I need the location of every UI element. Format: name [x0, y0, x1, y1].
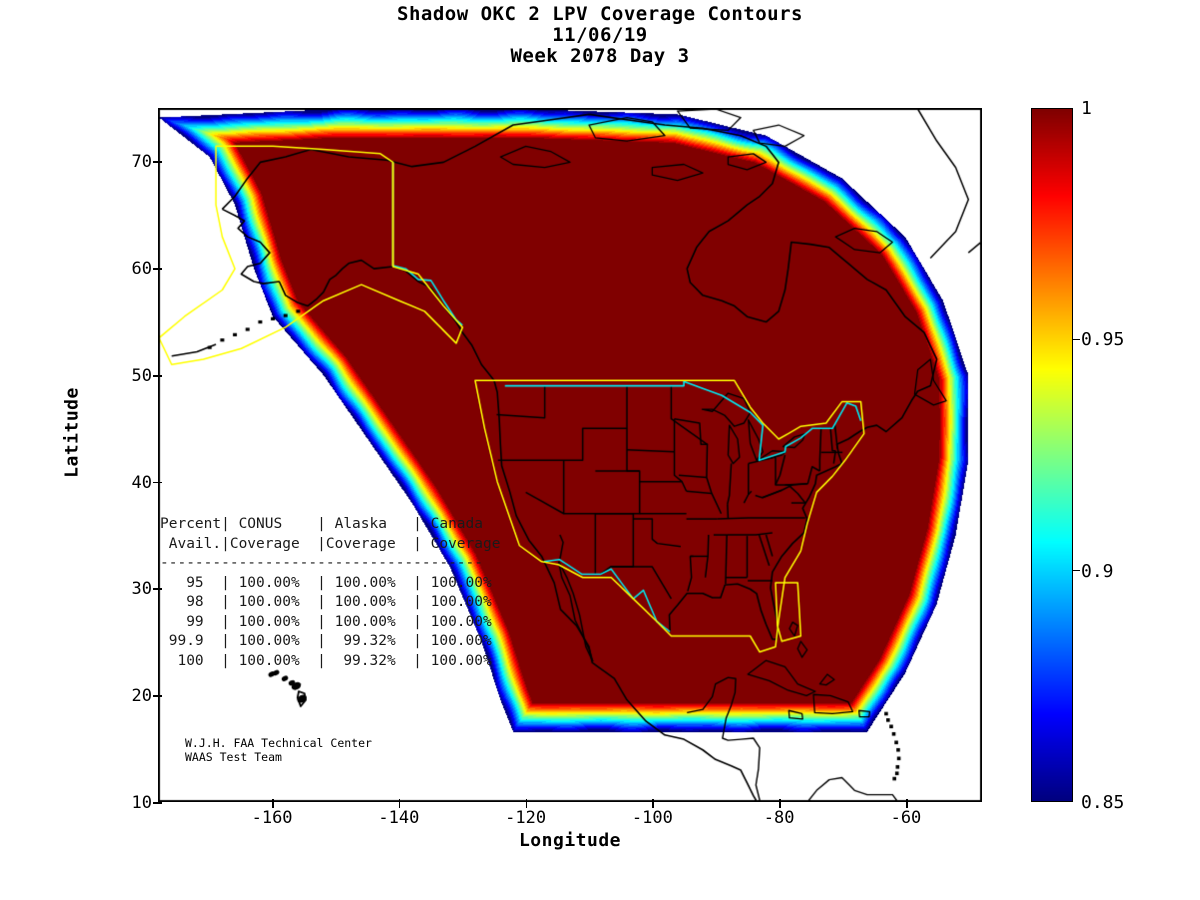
y-tick-mark	[153, 588, 162, 591]
y-tick-label: 50	[131, 365, 152, 386]
colorbar-ticks: 1 0.95 0.9 0.85	[1073, 98, 1193, 813]
colorbar-tick-label: 1	[1081, 98, 1092, 119]
colorbar-tick-mark	[1073, 569, 1080, 572]
attribution-line-1: W.J.H. FAA Technical Center	[185, 736, 372, 750]
stats-table-row: -------------------------------------	[160, 555, 484, 571]
colorbar	[1031, 108, 1073, 802]
chart-title-block: Shadow OKC 2 LPV Coverage Contours 11/06…	[0, 4, 1200, 67]
x-tick-mark	[272, 799, 274, 808]
x-tick-label: -160	[251, 808, 293, 828]
y-tick-label: 20	[131, 686, 152, 707]
stats-table-row: 100 | 100.00% | 99.32% | 100.00%	[160, 652, 492, 669]
x-tick-mark	[905, 799, 908, 808]
coverage-contour-canvas	[159, 109, 981, 801]
attribution-line-2: WAAS Test Team	[185, 750, 282, 764]
x-tick-label: -80	[763, 808, 795, 828]
colorbar-tick-label: 0.85	[1081, 792, 1125, 813]
y-axis-ticks: 10 20 30 40 50 60 70	[100, 108, 162, 813]
x-tick-mark	[525, 799, 528, 808]
y-tick-mark	[153, 268, 162, 270]
y-tick-label: 10	[131, 793, 152, 813]
colorbar-tick-label: 0.9	[1081, 560, 1114, 582]
y-tick-label: 60	[131, 259, 152, 280]
y-tick-mark	[153, 695, 162, 697]
x-tick-label: -100	[631, 808, 673, 828]
x-axis-ticks: -160 -140 -120 -100 -80 -60	[158, 799, 982, 834]
y-tick-mark	[153, 802, 162, 804]
availability-stats-table: Percent| CONUS | Alaska | Canada Avail.|…	[160, 515, 500, 671]
y-axis-label: Latitude	[61, 387, 83, 478]
x-axis-label: Longitude	[518, 830, 622, 851]
x-tick-mark	[398, 799, 401, 808]
title-line-3: Week 2078 Day 3	[510, 45, 690, 67]
x-tick-label: -140	[378, 808, 420, 828]
map-plot-area	[158, 108, 982, 802]
title-line-2: 11/06/19	[552, 24, 648, 46]
y-tick-mark	[153, 161, 162, 163]
colorbar-tick-mark	[1073, 338, 1080, 341]
x-tick-mark	[779, 799, 781, 808]
x-tick-label: -120	[505, 808, 547, 828]
x-tick-label: -60	[890, 808, 922, 828]
colorbar-tick-label: 0.95	[1081, 329, 1125, 351]
title-line-1: Shadow OKC 2 LPV Coverage Contours	[397, 3, 803, 25]
stats-table-row: 95 | 100.00% | 100.00% | 100.00%	[160, 574, 492, 591]
stats-table-row: 99.9 | 100.00% | 99.32% | 100.00%	[160, 633, 492, 649]
x-tick-mark	[652, 799, 654, 808]
stats-table-row: 98 | 100.00% | 100.00% | 100.00%	[160, 594, 492, 610]
stats-table-row: Avail.|Coverage |Coverage | Coverage	[160, 535, 501, 552]
y-tick-mark	[153, 481, 162, 484]
y-tick-label: 70	[131, 152, 152, 173]
colorbar-gradient	[1032, 109, 1072, 801]
stats-table-row: Percent| CONUS | Alaska | Canada	[160, 516, 484, 532]
y-tick-label: 40	[131, 472, 152, 493]
stats-table-row: 99 | 100.00% | 100.00% | 100.00%	[160, 613, 492, 630]
y-tick-mark	[153, 374, 162, 377]
attribution-text: W.J.H. FAA Technical Center WAAS Test Te…	[185, 736, 372, 764]
y-tick-label: 30	[131, 579, 152, 600]
